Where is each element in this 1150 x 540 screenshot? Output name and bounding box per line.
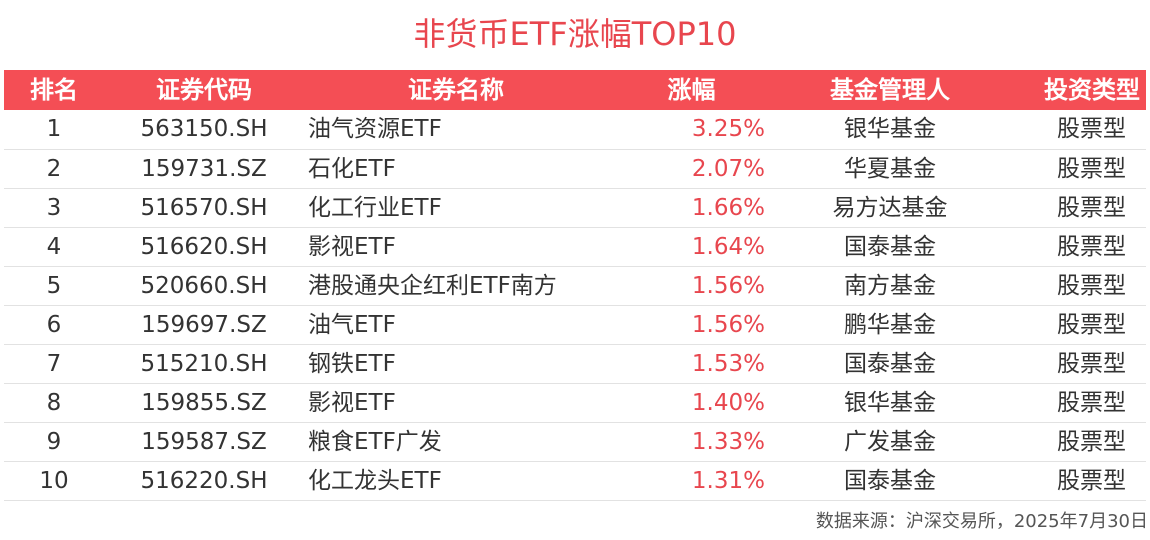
cell-manager: 南方基金: [844, 272, 936, 299]
cell-code: 516570.SH: [140, 194, 268, 221]
table-row: 3 516570.SH 化工行业ETF 1.66% 易方达基金 股票型: [4, 188, 1146, 227]
cell-type: 股票型: [1057, 155, 1126, 182]
cell-change: 3.25%: [691, 116, 765, 143]
cell-code: 159855.SZ: [141, 389, 267, 416]
cell-code: 520660.SH: [140, 272, 268, 299]
cell-manager: 广发基金: [844, 428, 936, 455]
cell-name: 油气ETF: [308, 311, 396, 338]
cell-code: 159731.SZ: [141, 155, 267, 182]
cell-manager: 国泰基金: [844, 350, 936, 377]
header-code: 证券代码: [156, 76, 252, 104]
cell-name: 化工行业ETF: [308, 194, 442, 221]
cell-manager: 银华基金: [844, 389, 936, 416]
table-row: 2 159731.SZ 石化ETF 2.07% 华夏基金 股票型: [4, 149, 1146, 188]
cell-change: 1.56%: [691, 311, 765, 338]
cell-type: 股票型: [1057, 272, 1126, 299]
cell-type: 股票型: [1057, 116, 1126, 143]
cell-rank: 8: [46, 389, 62, 416]
cell-code: 515210.SH: [140, 350, 268, 377]
etf-ranking-table: 排名 证券代码 证券名称 涨幅 基金管理人 投资类型 1 563150.SH 油…: [4, 70, 1146, 501]
table-row: 7 515210.SH 钢铁ETF 1.53% 国泰基金 股票型: [4, 344, 1146, 383]
cell-type: 股票型: [1057, 350, 1126, 377]
cell-manager: 银华基金: [844, 116, 936, 143]
table-row: 4 516620.SH 影视ETF 1.64% 国泰基金 股票型: [4, 227, 1146, 266]
table-row: 8 159855.SZ 影视ETF 1.40% 银华基金 股票型: [4, 383, 1146, 422]
cell-type: 股票型: [1057, 311, 1126, 338]
cell-rank: 4: [46, 233, 62, 260]
cell-change: 1.53%: [691, 350, 765, 377]
cell-code: 563150.SH: [140, 116, 268, 143]
cell-name: 石化ETF: [308, 155, 396, 182]
cell-rank: 1: [46, 116, 62, 143]
cell-name: 化工龙头ETF: [308, 467, 442, 494]
cell-name: 影视ETF: [308, 233, 396, 260]
cell-change: 2.07%: [691, 155, 765, 182]
header-rank: 排名: [30, 76, 78, 104]
header-type: 投资类型: [1044, 76, 1140, 104]
cell-rank: 5: [46, 272, 62, 299]
table-row: 1 563150.SH 油气资源ETF 3.25% 银华基金 股票型: [4, 110, 1146, 149]
cell-code: 516220.SH: [140, 467, 268, 494]
page-title: 非货币ETF涨幅TOP10: [413, 15, 737, 53]
cell-rank: 3: [46, 194, 62, 221]
cell-change: 1.64%: [691, 233, 765, 260]
table-row: 5 520660.SH 港股通央企红利ETF南方 1.56% 南方基金 股票型: [4, 266, 1146, 305]
cell-manager: 鹏华基金: [844, 311, 936, 338]
cell-rank: 2: [46, 155, 62, 182]
cell-change: 1.66%: [691, 194, 765, 221]
cell-type: 股票型: [1057, 467, 1126, 494]
cell-type: 股票型: [1057, 389, 1126, 416]
cell-code: 516620.SH: [140, 233, 268, 260]
table-header-row: 排名 证券代码 证券名称 涨幅 基金管理人 投资类型: [4, 70, 1146, 110]
cell-manager: 国泰基金: [844, 233, 936, 260]
header-manager: 基金管理人: [830, 76, 950, 104]
cell-name: 粮食ETF广发: [308, 428, 442, 455]
cell-type: 股票型: [1057, 428, 1126, 455]
header-name: 证券名称: [408, 76, 504, 104]
table-row: 9 159587.SZ 粮食ETF广发 1.33% 广发基金 股票型: [4, 422, 1146, 461]
cell-change: 1.31%: [691, 467, 765, 494]
cell-change: 1.33%: [691, 428, 765, 455]
cell-rank: 7: [46, 350, 62, 377]
cell-change: 1.56%: [691, 272, 765, 299]
cell-rank: 9: [46, 428, 62, 455]
cell-name: 油气资源ETF: [308, 116, 442, 143]
table-row: 6 159697.SZ 油气ETF 1.56% 鹏华基金 股票型: [4, 305, 1146, 344]
cell-name: 影视ETF: [308, 389, 396, 416]
cell-name: 钢铁ETF: [308, 350, 396, 377]
data-source-note: 数据来源：沪深交易所，2025年7月30日: [815, 511, 1148, 532]
cell-name: 港股通央企红利ETF南方: [308, 272, 557, 299]
cell-manager: 国泰基金: [844, 467, 936, 494]
cell-code: 159697.SZ: [141, 311, 267, 338]
cell-change: 1.40%: [691, 389, 765, 416]
table-header: 排名 证券代码 证券名称 涨幅 基金管理人 投资类型: [4, 70, 1146, 110]
cell-code: 159587.SZ: [141, 428, 267, 455]
table-body: 1 563150.SH 油气资源ETF 3.25% 银华基金 股票型 2 159…: [4, 110, 1146, 500]
table-row: 10 516220.SH 化工龙头ETF 1.31% 国泰基金 股票型: [4, 461, 1146, 500]
cell-type: 股票型: [1057, 194, 1126, 221]
cell-manager: 华夏基金: [844, 155, 936, 182]
cell-rank: 6: [46, 311, 62, 338]
cell-type: 股票型: [1057, 233, 1126, 260]
cell-rank: 10: [39, 467, 69, 494]
header-change: 涨幅: [667, 76, 716, 104]
cell-manager: 易方达基金: [832, 194, 948, 221]
